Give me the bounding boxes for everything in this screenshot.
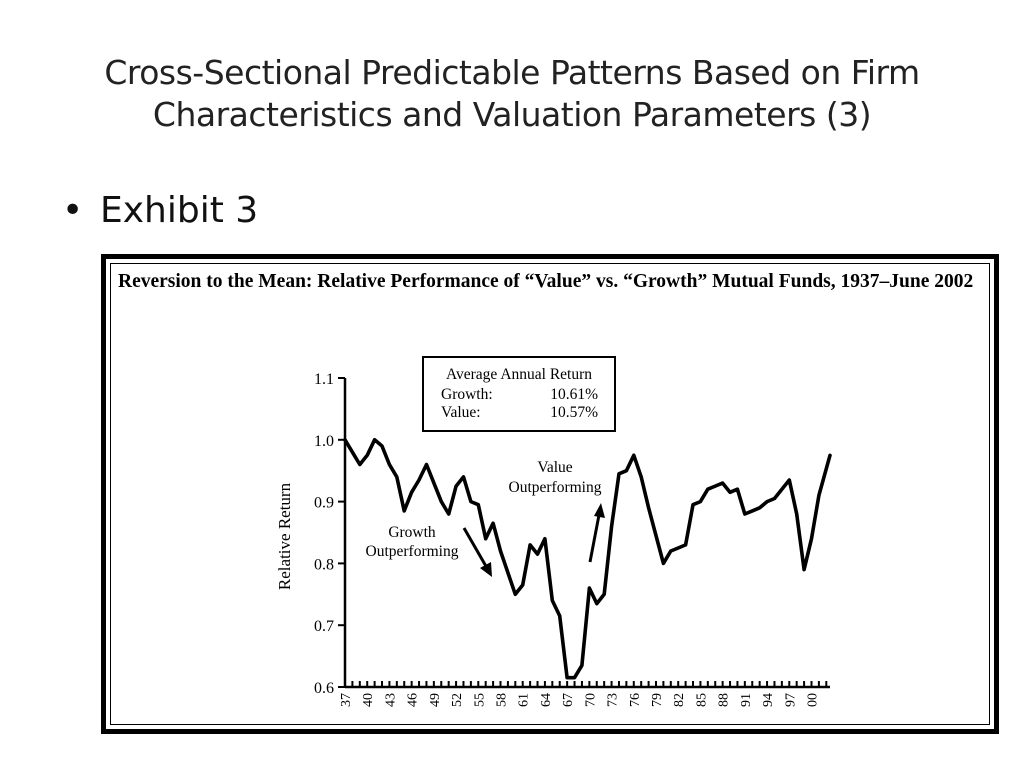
x-ticks: 37 40 43 46 49 52 55 58 61 64 67 70 73 76 79 82 85 88 91 94… bbox=[339, 681, 828, 707]
y-tick-label: 1.0 bbox=[314, 433, 334, 450]
x-tick-label: 43 bbox=[383, 693, 398, 707]
x-tick-label: 73 bbox=[606, 693, 621, 707]
chart-legend: Average Annual Return Growth: 10.61% Val… bbox=[422, 356, 616, 432]
x-tick-label: 00 bbox=[805, 693, 820, 707]
y-tick-label: 0.6 bbox=[314, 680, 334, 697]
x-tick-label: 94 bbox=[761, 693, 776, 707]
x-tick-label: 64 bbox=[539, 693, 554, 707]
annotation-growth-line-2: Outperforming bbox=[366, 543, 459, 560]
chart-title: Reversion to the Mean: Relative Performa… bbox=[118, 271, 974, 292]
y-axis-title: Relative Return bbox=[275, 482, 294, 590]
growth-arrow-shaft bbox=[462, 527, 489, 569]
x-tick-label: 82 bbox=[672, 693, 687, 707]
x-tick-label: 88 bbox=[717, 693, 732, 707]
exhibit-inner-border bbox=[110, 263, 990, 725]
legend-box bbox=[422, 356, 616, 432]
legend-value-label: Value: bbox=[441, 404, 481, 421]
bullet-item: • Exhibit 3 bbox=[62, 190, 258, 231]
annotation-growth-line-1: Growth bbox=[388, 524, 436, 541]
x-tick-label: 76 bbox=[628, 693, 643, 707]
x-tick-label: 52 bbox=[450, 693, 465, 707]
y-tick-label: 0.7 bbox=[314, 618, 334, 635]
bullet-text: Exhibit 3 bbox=[100, 190, 259, 231]
x-tick-label: 85 bbox=[694, 693, 709, 707]
slide-title: Cross-Sectional Predictable Patterns Bas… bbox=[60, 52, 964, 136]
x-axis: 37 40 43 46 49 52 55 58 61 64 67 70 73 76 79 82 85 88 91 94… bbox=[339, 681, 830, 707]
series-line-value-vs-growth bbox=[343, 438, 832, 680]
x-tick-label: 79 bbox=[650, 693, 665, 707]
annotation-value-line-1: Value bbox=[537, 459, 572, 476]
x-tick-label: 49 bbox=[428, 693, 443, 707]
x-tick-label: 70 bbox=[583, 693, 598, 707]
y-tick-label: 0.9 bbox=[314, 495, 334, 512]
value-arrow-shaft bbox=[588, 514, 601, 563]
y-axis: 0.6 0.7 0.8 0.9 1.0 1.1 bbox=[314, 371, 347, 697]
x-tick-label: 91 bbox=[739, 693, 754, 707]
value-arrow-head-icon bbox=[594, 503, 605, 518]
x-tick-label: 37 bbox=[339, 693, 354, 707]
exhibit-frame: Reversion to the Mean: Relative Performa… bbox=[101, 254, 999, 734]
x-tick-label: 40 bbox=[361, 693, 376, 707]
x-tick-label: 67 bbox=[561, 693, 576, 707]
y-tick-label: 0.8 bbox=[314, 556, 334, 573]
x-tick-label: 61 bbox=[517, 693, 532, 707]
slide-title-line-1: Cross-Sectional Predictable Patterns Bas… bbox=[104, 53, 920, 92]
slide-title-line-2: Characteristics and Valuation Parameters… bbox=[152, 95, 872, 134]
x-tick-label: 46 bbox=[406, 693, 421, 707]
annotation-growth-outperforming: Growth Outperforming bbox=[366, 524, 492, 577]
x-tick-label: 58 bbox=[494, 693, 509, 707]
legend-heading: Average Annual Return bbox=[446, 366, 592, 383]
y-tick-label: 1.1 bbox=[314, 371, 334, 388]
legend-growth-label: Growth: bbox=[441, 386, 493, 403]
legend-growth-value: 10.61% bbox=[550, 386, 598, 403]
growth-arrow-head-icon bbox=[480, 562, 492, 577]
annotation-value-outperforming: Value Outperforming bbox=[509, 459, 605, 563]
bullet-dot-icon: • bbox=[62, 190, 84, 231]
y-ticks: 0.6 0.7 0.8 0.9 1.0 1.1 bbox=[314, 371, 345, 697]
x-tick-label: 97 bbox=[783, 693, 798, 707]
x-tick-label: 55 bbox=[472, 693, 487, 707]
annotation-value-line-2: Outperforming bbox=[509, 479, 602, 496]
legend-value-value: 10.57% bbox=[550, 404, 598, 421]
